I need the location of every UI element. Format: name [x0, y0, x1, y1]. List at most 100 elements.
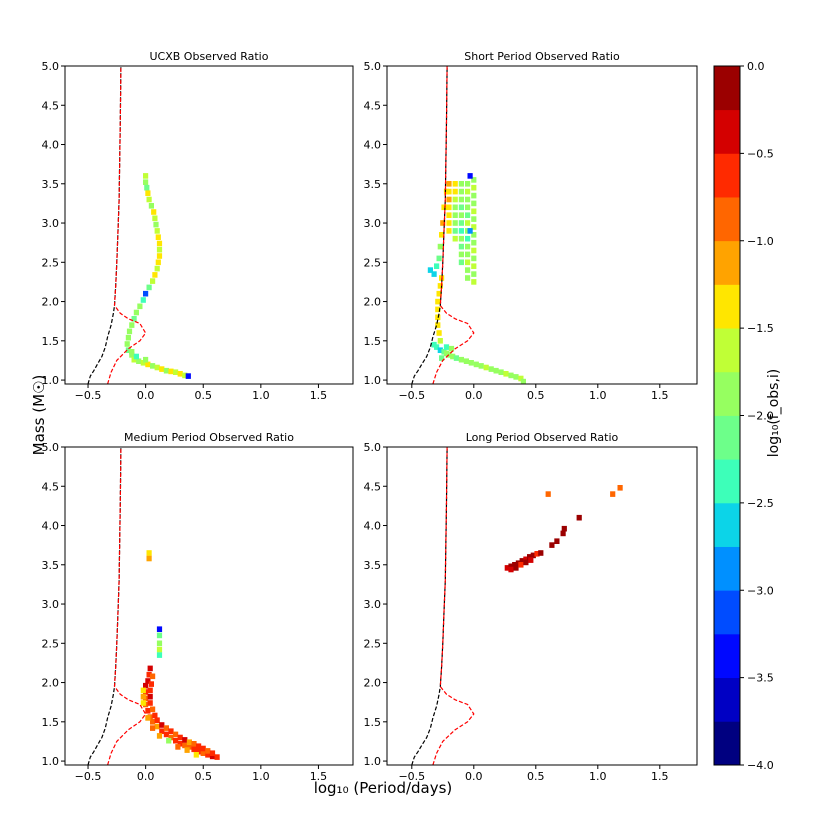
colorbar-tick-label: −1.5	[747, 322, 774, 335]
y-tick-label: 4.5	[364, 480, 382, 493]
heatmap-cell	[193, 752, 199, 758]
heatmap-cell	[465, 275, 471, 281]
heatmap-cell	[561, 525, 567, 532]
heatmap-cell	[452, 188, 458, 195]
heatmap-cell	[508, 566, 514, 573]
heatmap-cell	[145, 678, 151, 684]
panel-short-period: Short Period Observed Ratio −0.5 0.0 0.5 1.0…	[364, 50, 698, 402]
heatmap-cell	[471, 271, 477, 277]
heatmap-cell	[156, 646, 163, 653]
heatmap-cell	[527, 554, 533, 560]
colorbar-segment	[714, 459, 740, 504]
y-tick-label: 5.0	[42, 60, 60, 73]
heatmap-cell	[200, 745, 206, 752]
heatmap-cell	[186, 739, 192, 745]
shared-ylabel: Mass (M☉)	[30, 375, 48, 456]
colorbar-tick-label: −0.5	[747, 147, 774, 160]
colorbar-tick-label: −3.0	[747, 584, 774, 597]
heatmap-cell	[437, 243, 443, 250]
x-tick-label: 1.0	[589, 389, 607, 402]
heatmap-cell	[453, 355, 459, 361]
axes-frame	[64, 446, 354, 766]
heatmap-cell	[125, 347, 131, 353]
panel-ucxb: UCXB Observed Ratio −0.5 0.0 0.5 1.0 1.5 1.0 1.…	[42, 50, 354, 402]
x-tick-label: 1.5	[310, 389, 328, 402]
y-tick-label: 3.5	[364, 559, 382, 572]
y-tick-label: 3.5	[364, 178, 382, 191]
panel-title: UCXB Observed Ratio	[150, 50, 269, 63]
heatmap-cell	[191, 746, 197, 753]
heatmap-cell	[147, 700, 153, 706]
heatmap-cell	[471, 200, 477, 207]
heatmap-cell	[435, 322, 441, 328]
heatmap-cell	[156, 640, 163, 647]
heatmap-cell	[143, 290, 149, 297]
y-tick-label: 5.0	[42, 441, 60, 454]
heatmap-cell	[145, 190, 151, 196]
colorbar-segment	[714, 590, 740, 635]
heatmap-cell	[446, 228, 452, 234]
colorbar-segment	[714, 546, 740, 591]
heatmap-cell	[148, 681, 154, 687]
heatmap-cell	[435, 306, 441, 313]
heatmap-cell	[427, 267, 433, 273]
heatmap-cell	[528, 557, 534, 563]
heatmap-cell	[471, 184, 477, 191]
x-tick-label: −0.5	[398, 770, 425, 783]
x-tick-label: 0.5	[527, 770, 545, 783]
heatmap-cell	[146, 196, 152, 203]
x-tick-label: −0.5	[75, 770, 102, 783]
heatmap-cell	[452, 235, 458, 242]
y-tick-label: 5.0	[364, 441, 382, 454]
heatmap-cell	[465, 251, 471, 258]
y-tick-label: 3.5	[42, 178, 60, 191]
heatmap-cell	[471, 279, 477, 285]
heatmap-cell	[152, 272, 158, 278]
heatmap-cell	[147, 693, 153, 700]
heatmap-cell	[156, 246, 163, 253]
y-tick-label: 4.5	[42, 99, 60, 112]
heatmap-cell	[446, 212, 452, 218]
heatmap-cell	[163, 367, 169, 374]
heatmap-cell	[144, 184, 150, 191]
heatmap-cell	[173, 369, 179, 375]
heatmap-cell	[147, 665, 153, 672]
heatmap-cell	[145, 361, 151, 368]
colorbar-tick-label: 0.0	[747, 60, 765, 73]
heatmap-cell	[184, 747, 190, 753]
heatmap-cell	[152, 215, 158, 222]
heatmap-cell	[143, 173, 149, 179]
heatmap-cell	[177, 741, 183, 747]
x-tick-label: 0.0	[465, 389, 483, 402]
heatmap-cell	[147, 687, 153, 694]
heatmap-cell	[209, 750, 216, 756]
heatmap-cell	[471, 192, 477, 199]
heatmap-cell	[520, 378, 526, 384]
y-tick-label: 1.0	[364, 374, 382, 387]
heatmap-cell	[458, 235, 464, 242]
red-dashed-line	[432, 447, 475, 765]
heatmap-cell	[488, 366, 494, 372]
colorbar-label: log₁₀(f_obs,i)	[766, 369, 782, 458]
heatmap-cell	[465, 243, 471, 250]
x-tick-label: 1.0	[252, 770, 270, 783]
heatmap-cell	[145, 715, 151, 721]
y-tick-label: 1.5	[364, 716, 382, 729]
heatmap-cell	[159, 722, 165, 728]
heatmap-cell	[140, 360, 146, 366]
black-dashed-line	[411, 66, 448, 384]
colorbar-segment	[714, 633, 740, 679]
heatmap-cell	[465, 212, 471, 218]
heatmap-cell	[146, 284, 152, 291]
x-tick-label: 0.0	[137, 389, 155, 402]
heatmap-cell	[166, 737, 172, 744]
y-tick-label: 4.0	[42, 139, 60, 152]
heatmap-cell	[545, 491, 551, 497]
x-tick-label: 1.5	[651, 770, 669, 783]
heatmap-cell	[163, 731, 169, 738]
heatmap-cell	[156, 652, 163, 658]
heatmap-cell	[163, 725, 169, 731]
heatmap-cell	[468, 360, 474, 366]
heatmap-cell	[549, 542, 555, 548]
y-tick-label: 4.0	[364, 139, 382, 152]
